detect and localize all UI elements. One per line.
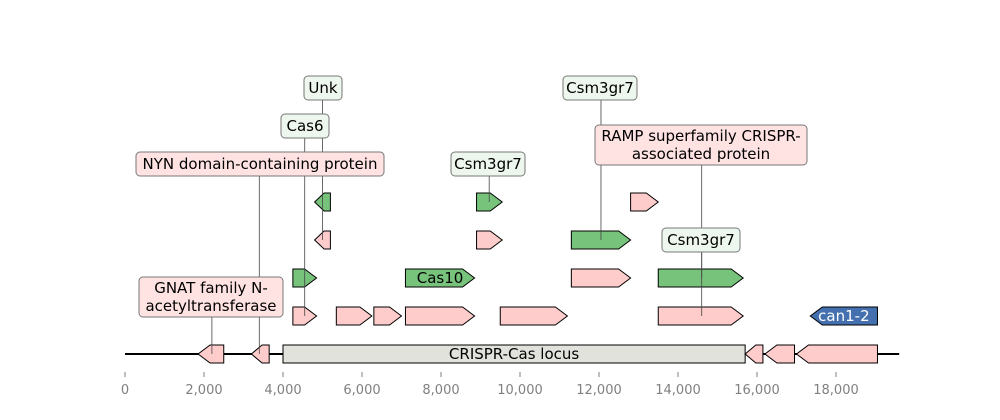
annotation-box-0 — [138, 276, 284, 318]
gene-f4 — [764, 344, 796, 364]
annotation-box-7 — [661, 227, 741, 253]
gene-f8 — [373, 306, 403, 326]
x-tick-label: 16,000 — [734, 383, 780, 398]
x-tick-label: 2,000 — [185, 383, 222, 398]
gene-f11 — [657, 306, 745, 326]
annotation-label-1: NYN domain-containing protein — [143, 155, 378, 173]
x-tick-label: 10,000 — [497, 383, 543, 398]
gene-f3 — [744, 344, 764, 364]
gene-f13 — [570, 268, 632, 288]
x-tick-label: 8,000 — [422, 383, 459, 398]
x-tick-label: 18,000 — [813, 383, 859, 398]
annotation-label-0: GNAT family N-acetyltransferase — [145, 279, 276, 315]
annotation-box-1 — [135, 151, 385, 177]
x-tick-label: 12,000 — [576, 383, 622, 398]
annotation-box-2 — [280, 113, 330, 139]
gene-f5 — [795, 344, 878, 364]
annotation-label-6: RAMP superfamily CRISPR-associated prote… — [601, 127, 800, 163]
gene-f1 — [197, 344, 225, 364]
gene-f14 — [657, 268, 745, 288]
gene-f2 — [250, 344, 270, 364]
annotation-box-6 — [594, 124, 808, 166]
annotation-layer: GNAT family N-acetyltransferase NYN domai… — [135, 75, 808, 354]
x-tick-label: 6,000 — [343, 383, 380, 398]
annotation-box-5 — [562, 75, 638, 101]
gene-Cas10 — [404, 268, 476, 288]
gene-f10 — [499, 306, 569, 326]
gene-f7 — [335, 306, 373, 326]
annotation-label-2: Cas6 — [286, 117, 323, 135]
annotation-label-5: Csm3gr7 — [566, 79, 634, 97]
gene-can1-2 — [809, 306, 878, 326]
gene-label-can1-2: can1-2 — [818, 307, 869, 325]
annotation-label-3: Unk — [308, 79, 337, 97]
gene-f9 — [404, 306, 476, 326]
locus-label: CRISPR-Cas locus — [449, 345, 579, 363]
annotation-label-4: Csm3gr7 — [454, 155, 522, 173]
gene-f16 — [476, 230, 504, 250]
x-axis: 0 2,000 4,000 6,000 8,000 10,000 12,000 14,000 1… — [121, 372, 859, 398]
gene-f20 — [630, 192, 660, 212]
x-tick-label: 14,000 — [655, 383, 701, 398]
gene-label-Cas10: Cas10 — [417, 269, 464, 287]
x-tick-label: 0 — [121, 383, 129, 398]
annotation-label-7: Csm3gr7 — [667, 231, 735, 249]
annotation-box-4 — [450, 151, 526, 177]
x-tick-label: 4,000 — [264, 383, 301, 398]
annotation-box-3 — [303, 75, 343, 101]
